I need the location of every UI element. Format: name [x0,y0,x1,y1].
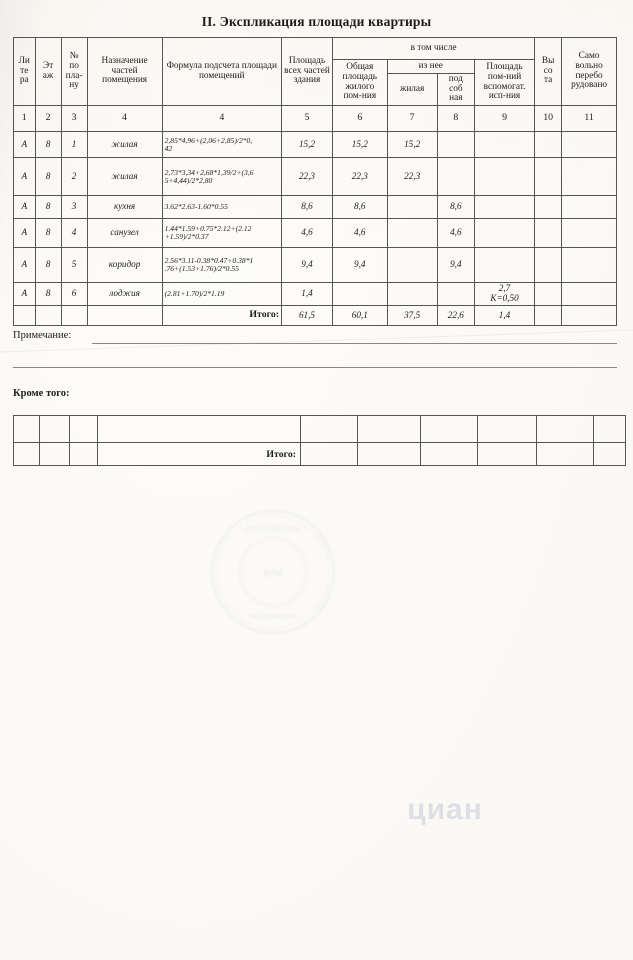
svg-text:* РОССИЙСКАЯ *: * РОССИЙСКАЯ * [240,525,307,534]
svg-text:БТИ: БТИ [264,568,282,578]
svg-text:ФЕДЕРАЦИЯ: ФЕДЕРАЦИЯ [250,612,297,621]
